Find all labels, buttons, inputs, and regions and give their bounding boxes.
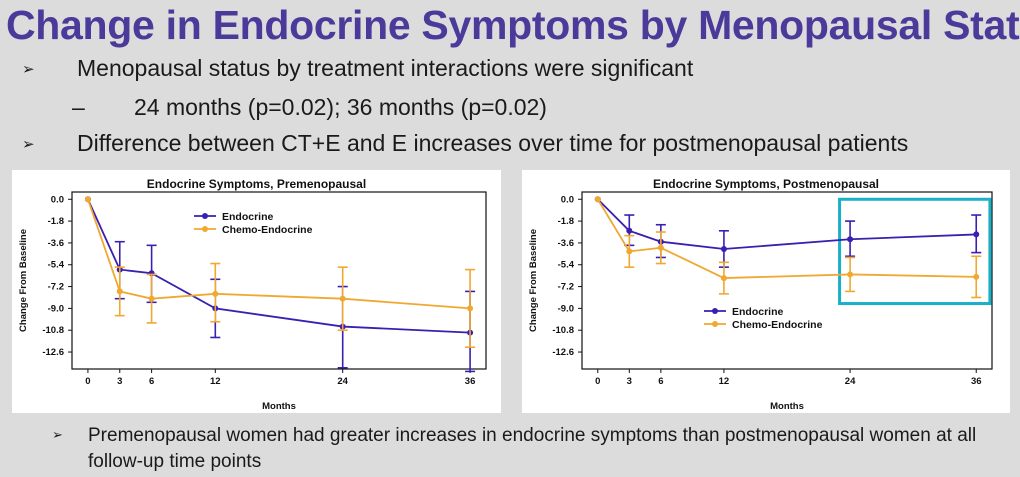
x-tick-label: 6 <box>658 376 663 387</box>
y-tick-label: -5.4 <box>48 260 65 271</box>
highlight-box <box>838 197 992 306</box>
y-tick-label: -10.8 <box>42 325 64 336</box>
legend-swatch-point <box>712 321 718 327</box>
series-chemo-endocrine <box>84 196 476 348</box>
y-tick-label: -12.6 <box>552 347 574 358</box>
data-point <box>116 288 123 295</box>
y-tick-label: -3.6 <box>558 238 574 249</box>
chart-title: Endocrine Symptoms, Premenopausal <box>147 177 366 191</box>
y-tick-label: -9.0 <box>558 303 574 314</box>
chart-postmenopausal: Endocrine Symptoms, Postmenopausal 0.0 -1.… <box>522 170 1010 413</box>
data-point <box>720 245 727 252</box>
series-line <box>597 198 977 250</box>
data-point <box>720 275 727 282</box>
x-tick-label: 6 <box>149 376 154 387</box>
x-tick-label: 0 <box>595 376 600 387</box>
y-tick-label: -7.2 <box>558 282 574 293</box>
x-tick-label: 24 <box>845 376 856 387</box>
x-tick-label: 24 <box>337 376 348 387</box>
legend-swatch-point <box>202 226 208 232</box>
y-tick-label: -1.8 <box>48 216 64 227</box>
bullet-text: 24 months (p=0.02); 36 months (p=0.02) <box>134 94 547 120</box>
y-axis-label: Change From Baseline <box>528 229 539 332</box>
series-line <box>596 198 977 279</box>
legend-swatch-point <box>202 213 208 219</box>
legend-label: Chemo-Endocrine <box>732 319 823 331</box>
bullet-arrow-icon: ➢ <box>22 136 35 153</box>
x-axis-label: Months <box>770 401 804 412</box>
x-axis-label: Months <box>262 401 296 412</box>
bullet-dash-icon: – <box>72 94 85 120</box>
data-point <box>594 196 601 203</box>
data-point <box>212 290 219 297</box>
data-point <box>657 244 664 251</box>
data-point <box>626 248 633 255</box>
y-tick-label: -9.0 <box>48 303 64 314</box>
data-point <box>847 271 854 278</box>
data-point <box>847 236 854 243</box>
legend-label: Chemo-Endocrine <box>222 224 313 236</box>
legend-swatch-point <box>712 308 718 314</box>
y-tick-label: 0.0 <box>561 194 574 205</box>
chart-premenopausal: Endocrine Symptoms, Premenopausal 0.0 -1.8… <box>12 170 501 413</box>
legend-label: Endocrine <box>222 211 274 223</box>
bullet-text: Menopausal status by treatment interacti… <box>77 55 694 81</box>
plot-frame <box>71 191 487 370</box>
y-tick-label: -3.6 <box>48 238 64 249</box>
x-tick-label: 12 <box>719 376 730 387</box>
data-point <box>84 196 91 203</box>
x-tick-label: 36 <box>971 376 982 387</box>
x-tick-label: 12 <box>210 376 221 387</box>
legend-label: Endocrine <box>732 306 784 318</box>
data-point <box>339 295 346 302</box>
data-point <box>467 305 474 312</box>
data-point <box>626 227 633 234</box>
x-tick-label: 3 <box>117 376 122 387</box>
y-axis-label: Change From Baseline <box>18 229 29 332</box>
chart-title: Endocrine Symptoms, Postmenopausal <box>653 177 879 191</box>
y-tick-label: -7.2 <box>48 282 64 293</box>
bullet-text: Difference between CT+E and E increases … <box>77 130 909 156</box>
series-chemo-endocrine <box>594 196 982 299</box>
x-tick-label: 36 <box>465 376 476 387</box>
data-point <box>148 295 155 302</box>
series-line <box>87 198 471 310</box>
series-line <box>87 198 471 334</box>
plot-frame <box>581 191 993 370</box>
slide-title: Change in Endocrine Symptoms by Menopaus… <box>6 2 1020 48</box>
chart-postmenopausal-svg: Endocrine Symptoms, Postmenopausal 0.0 -1.… <box>528 177 993 412</box>
bullet-arrow-icon: ➢ <box>52 427 63 442</box>
y-tick-label: -1.8 <box>558 216 574 227</box>
series-endocrine <box>84 196 476 373</box>
y-tick-label: -5.4 <box>558 260 575 271</box>
y-tick-label: -10.8 <box>552 325 574 336</box>
bullet-text: Premenopausal women had greater increase… <box>88 425 977 472</box>
y-tick-label: -12.6 <box>42 347 64 358</box>
series-endocrine <box>594 196 982 268</box>
data-point <box>973 273 980 280</box>
x-tick-label: 0 <box>85 376 90 387</box>
bullet-arrow-icon: ➢ <box>22 61 35 78</box>
y-tick-label: 0.0 <box>51 194 64 205</box>
data-point <box>973 231 980 238</box>
chart-premenopausal-svg: Endocrine Symptoms, Premenopausal 0.0 -1.8… <box>18 177 487 412</box>
x-tick-label: 3 <box>627 376 632 387</box>
